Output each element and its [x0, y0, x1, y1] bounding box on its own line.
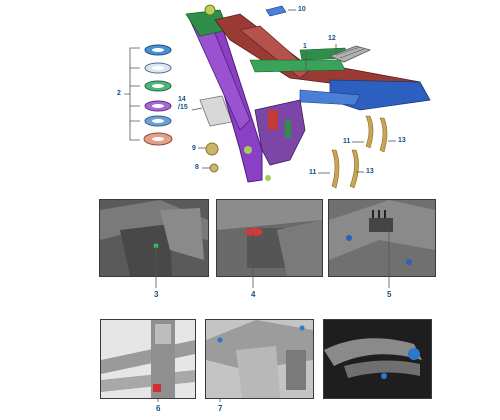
brass-strips — [318, 115, 396, 189]
photo-callout-3: 3 — [154, 290, 159, 299]
detail-photo-7 — [205, 319, 314, 399]
callout-11-upper: 11 — [343, 138, 351, 145]
grille-part — [328, 45, 372, 63]
callout-13-upper: 13 — [398, 137, 406, 144]
callout-14-15: 14 /15 — [178, 96, 188, 111]
callout-10: 10 — [298, 6, 306, 13]
callout-9: 9 — [192, 145, 196, 152]
callout-8: 8 — [195, 164, 199, 171]
callout-13-lower: 13 — [366, 168, 374, 175]
callout-11-lower: 11 — [309, 169, 317, 176]
detail-photo-frame-rear — [323, 319, 432, 399]
frame-illustration — [124, 4, 431, 189]
nut-part-9 — [205, 142, 219, 156]
detail-photo-4 — [216, 199, 323, 277]
detail-photo-5 — [328, 199, 436, 277]
motorcycle-frame — [185, 4, 431, 183]
bearing-stack — [143, 44, 173, 146]
callout-1: 1 — [303, 43, 307, 50]
detail-photo-3 — [99, 199, 209, 277]
photo-callout-5: 5 — [387, 290, 392, 299]
photo-callout-7: 7 — [218, 404, 223, 413]
photo-callout-6: 6 — [156, 404, 161, 413]
nut-part-8 — [209, 163, 219, 173]
part-10-bracket — [265, 5, 287, 17]
callout-12: 12 — [328, 35, 336, 42]
photo-callout-4: 4 — [251, 290, 256, 299]
callout-2: 2 — [117, 90, 121, 97]
detail-photo-6 — [100, 319, 196, 399]
